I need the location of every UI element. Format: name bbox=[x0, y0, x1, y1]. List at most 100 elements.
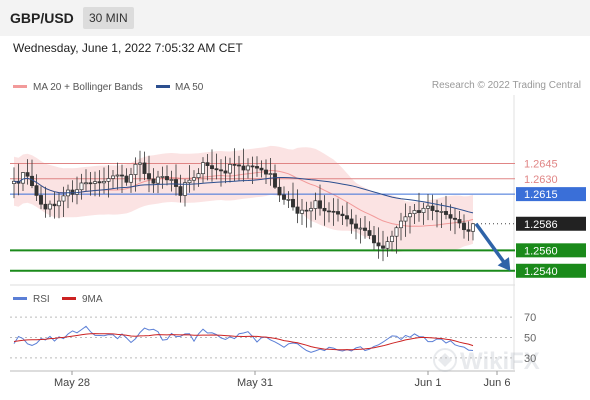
forecast-arrow-head bbox=[497, 257, 511, 271]
level-label-1.2586: 1.2586 bbox=[524, 219, 558, 231]
candle-body bbox=[408, 213, 412, 218]
candle-body bbox=[264, 169, 268, 175]
level-tag-1.2615 bbox=[516, 187, 586, 202]
candle-body bbox=[124, 175, 129, 183]
rsi-tick-30: 30 bbox=[524, 353, 536, 365]
candle-body bbox=[372, 235, 376, 244]
level-tag-1.2560 bbox=[516, 243, 586, 258]
candle-body bbox=[219, 169, 223, 172]
candle-body bbox=[345, 215, 349, 220]
forecast-arrow-shaft bbox=[474, 222, 510, 269]
candle-body bbox=[57, 200, 61, 207]
legend-9ma-label: 9MA bbox=[82, 294, 103, 305]
credit-text: Research © 2022 Trading Central bbox=[431, 80, 581, 91]
candle-body bbox=[97, 181, 102, 184]
candle-body bbox=[268, 173, 273, 175]
candle-body bbox=[300, 209, 304, 214]
candle-body bbox=[93, 181, 97, 184]
bollinger-band bbox=[14, 145, 473, 253]
candle-body bbox=[466, 229, 471, 232]
candle-body bbox=[444, 211, 448, 215]
candle-body bbox=[322, 207, 327, 212]
candle-body bbox=[367, 230, 372, 236]
candle-body bbox=[84, 182, 88, 185]
candle-body bbox=[133, 163, 138, 175]
timeframe-button[interactable]: 30 MIN bbox=[83, 7, 134, 29]
candle-body bbox=[435, 210, 439, 213]
candle-body bbox=[331, 210, 336, 213]
candle-body bbox=[291, 198, 295, 208]
x-tick-label: May 28 bbox=[54, 377, 90, 389]
candle-body bbox=[106, 178, 111, 182]
candle-body bbox=[327, 210, 331, 213]
candle-body bbox=[241, 165, 246, 171]
candle-body bbox=[457, 219, 462, 224]
candle-body bbox=[232, 164, 237, 166]
candle-body bbox=[255, 166, 259, 169]
candle-body bbox=[43, 203, 48, 210]
candle-body bbox=[39, 195, 43, 205]
candle-body bbox=[282, 194, 286, 200]
level-label-1.2540: 1.2540 bbox=[524, 266, 558, 278]
report-datetime: Wednesday, June 1, 2022 7:05:32 AM CET bbox=[13, 41, 243, 55]
candle-body bbox=[129, 174, 133, 183]
candle-body bbox=[286, 198, 291, 201]
candle-body bbox=[196, 173, 201, 179]
candle-body bbox=[471, 223, 475, 232]
candle-body bbox=[304, 209, 309, 212]
candle-body bbox=[70, 189, 75, 195]
candle-body bbox=[237, 164, 241, 167]
candle-body bbox=[228, 164, 232, 174]
level-tag-1.2586 bbox=[516, 216, 586, 231]
legend-bollinger-label: MA 20 + Bollinger Bands bbox=[33, 82, 143, 93]
legend-ma50-swatch bbox=[156, 85, 170, 88]
candle-body bbox=[21, 172, 25, 184]
candle-body bbox=[336, 211, 340, 215]
candle-body bbox=[192, 177, 196, 181]
x-tick-label: Jun 6 bbox=[484, 377, 511, 389]
candle-body bbox=[183, 182, 187, 196]
candle-body bbox=[151, 178, 156, 184]
candle-body bbox=[439, 211, 444, 213]
candle-body bbox=[399, 220, 403, 229]
candle-body bbox=[88, 182, 93, 185]
candle-body bbox=[34, 185, 39, 196]
rsi-tick-70: 70 bbox=[524, 312, 536, 324]
candle-body bbox=[142, 162, 147, 174]
x-tick-label: Jun 1 bbox=[415, 377, 442, 389]
legend-rsi-label: RSI bbox=[33, 294, 50, 305]
candle-body bbox=[403, 216, 408, 222]
candle-body bbox=[421, 207, 426, 213]
candle-body bbox=[25, 172, 30, 177]
x-tick-label: May 31 bbox=[237, 377, 273, 389]
candle-body bbox=[111, 175, 115, 179]
candle-body bbox=[156, 176, 160, 184]
svg-text:WikiFX: WikiFX bbox=[460, 348, 540, 375]
candle-body bbox=[417, 210, 421, 213]
level-label-1.2560: 1.2560 bbox=[524, 245, 558, 257]
level-label-1.2630: 1.2630 bbox=[524, 174, 558, 186]
legend-rsi-swatch bbox=[13, 297, 27, 300]
level-label-1.2645: 1.2645 bbox=[524, 158, 558, 170]
candle-body bbox=[340, 213, 345, 217]
candle-body bbox=[313, 200, 318, 209]
wikifx-watermark: WikiFX bbox=[433, 348, 540, 375]
candle-body bbox=[160, 176, 165, 178]
level-label-1.2615: 1.2615 bbox=[524, 189, 558, 201]
ma50-line bbox=[13, 177, 474, 214]
candle-body bbox=[223, 170, 228, 174]
candle-body bbox=[147, 173, 151, 180]
candle-body bbox=[309, 208, 313, 212]
candle-body bbox=[349, 218, 354, 225]
candle-body bbox=[120, 174, 124, 177]
candle-body bbox=[250, 165, 255, 168]
candle-body bbox=[210, 165, 214, 170]
candle-body bbox=[381, 245, 385, 249]
candle-body bbox=[178, 186, 183, 196]
candle-body bbox=[138, 162, 142, 165]
candle-body bbox=[246, 165, 250, 171]
candle-body bbox=[394, 227, 399, 237]
candle-body bbox=[273, 173, 277, 188]
candle-body bbox=[165, 176, 169, 181]
